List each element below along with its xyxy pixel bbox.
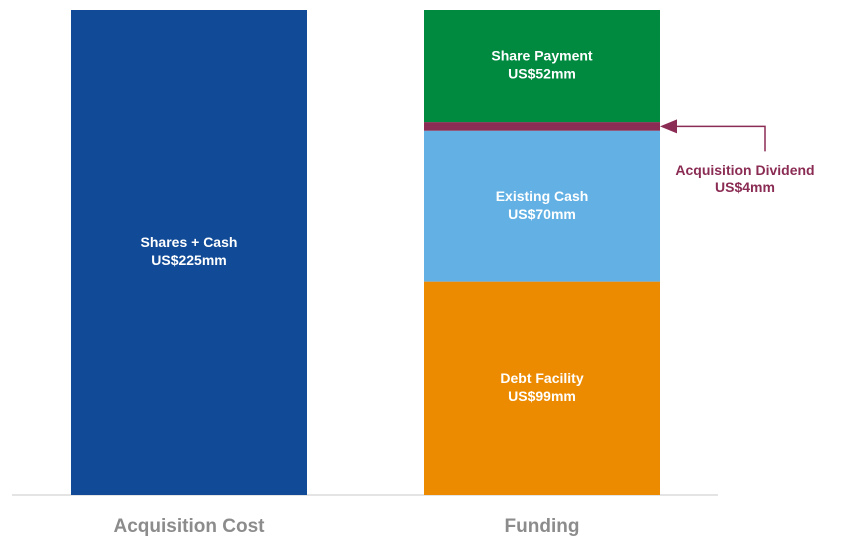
bar-segment: [424, 130, 660, 282]
x-tick-label: Funding: [505, 516, 580, 536]
arrow-head: [660, 119, 677, 134]
x-tick-label: Acquisition Cost: [114, 516, 266, 536]
segment-value-label: US$99mm: [508, 388, 576, 404]
segment-value-label: US$70mm: [508, 206, 576, 222]
bar-segment: [71, 10, 307, 495]
segment-name: Existing Cash: [496, 188, 589, 204]
bar-segment: [424, 10, 660, 123]
segment-name: Debt Facility: [500, 370, 583, 386]
segment-name: Shares + Cash: [141, 234, 238, 250]
segment-value-label: US$225mm: [151, 252, 227, 268]
segment-name: Share Payment: [491, 48, 592, 64]
callout-name: Acquisition Dividend: [675, 162, 814, 178]
segment-value-label: US$52mm: [508, 66, 576, 82]
callout-arrow: [676, 125, 766, 152]
callout-value-label: US$4mm: [715, 179, 775, 195]
bar-segment: [424, 122, 660, 131]
bar-segment: [424, 281, 660, 495]
